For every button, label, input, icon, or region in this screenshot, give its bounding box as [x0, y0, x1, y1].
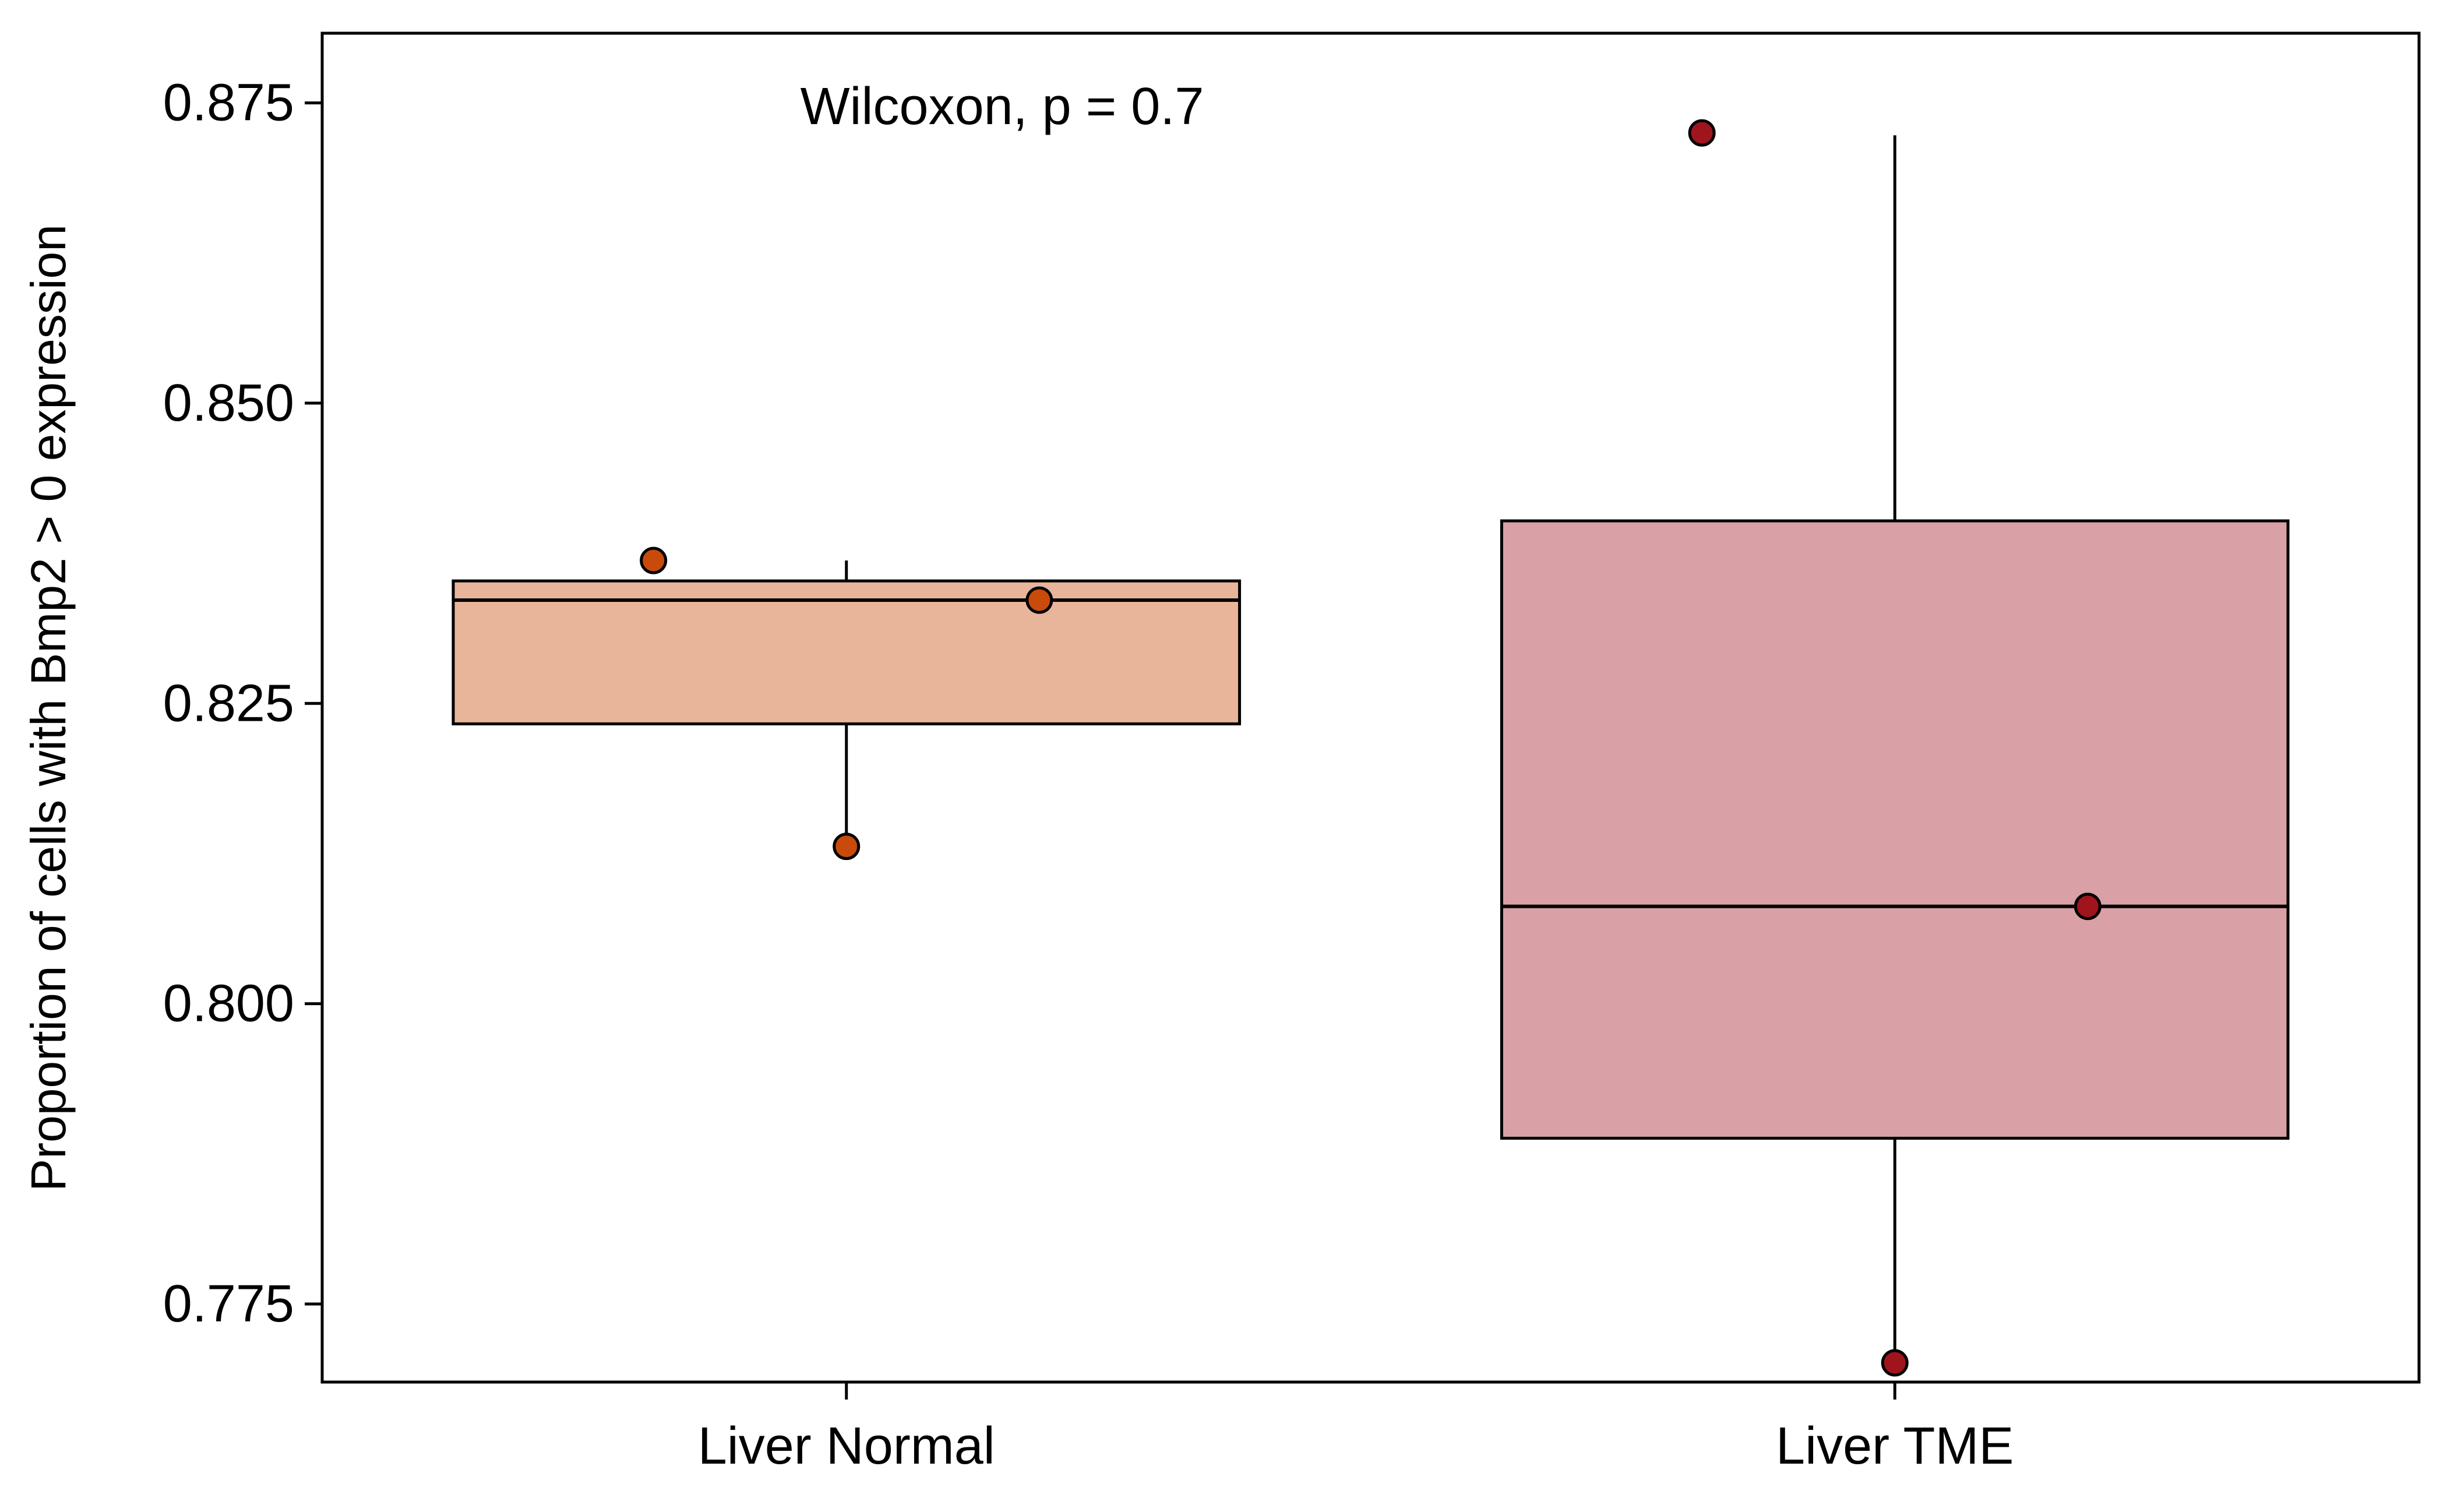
plot-area: [452, 119, 2290, 1377]
data-point: [1025, 586, 1053, 614]
plot-frame: [320, 31, 2421, 1384]
x-axis: Liver Normal Liver TME: [698, 1382, 2014, 1475]
y-tick-label: 0.800: [163, 975, 294, 1033]
stat-annotation: Wilcoxon, p = 0.7: [801, 77, 1204, 136]
data-point: [2074, 893, 2102, 921]
x-tick-label: Liver Normal: [698, 1417, 995, 1475]
box-iqr: [452, 579, 1242, 725]
box-group-1: [452, 547, 1242, 861]
box-group-2: [1500, 119, 2290, 1377]
y-tick-label: 0.825: [163, 674, 294, 732]
y-axis-label: Proportion of cells with Bmp2 > 0 expres…: [21, 224, 76, 1192]
y-axis: 0.775 0.800 0.825 0.850 0.875: [163, 74, 322, 1333]
y-tick-label: 0.850: [163, 374, 294, 432]
y-tick-label: 0.775: [163, 1275, 294, 1333]
data-point: [833, 833, 861, 861]
data-point: [1688, 119, 1716, 147]
data-point: [1881, 1349, 1909, 1377]
box-iqr: [1500, 519, 2290, 1140]
data-point: [640, 547, 668, 575]
y-tick-label: 0.875: [163, 74, 294, 132]
x-tick-label: Liver TME: [1776, 1417, 2014, 1475]
